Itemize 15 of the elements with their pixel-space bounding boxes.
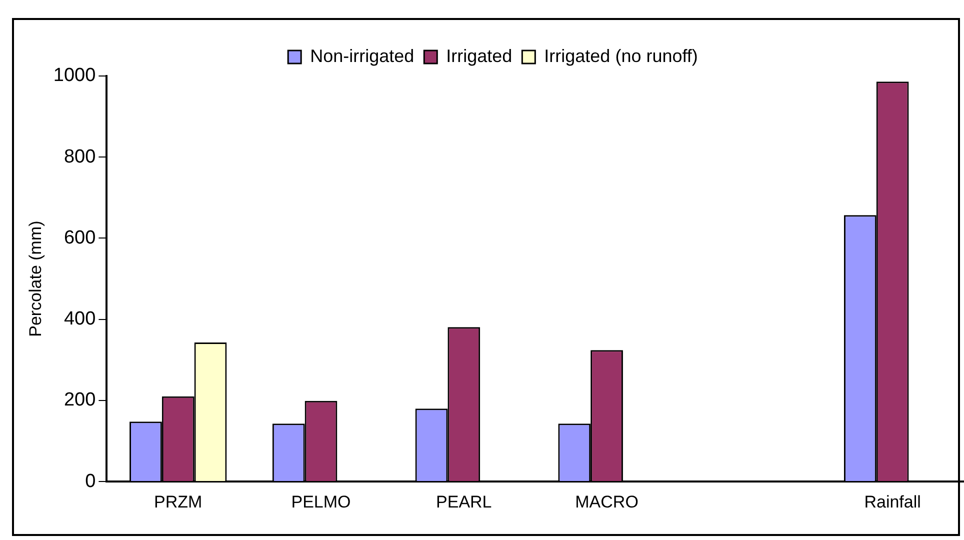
- y-tick-label: 600: [64, 227, 96, 248]
- legend-label: Non-irrigated: [310, 46, 414, 66]
- legend-label: Irrigated (no runoff): [544, 46, 698, 66]
- x-tick-label: Rainfall: [864, 492, 921, 512]
- y-tick-label: 1000: [53, 65, 96, 86]
- y-axis-title: Percolate (mm): [26, 220, 45, 337]
- x-tick-label: PEARL: [436, 492, 492, 512]
- y-tick-label: 0: [85, 470, 96, 492]
- legend-label: Irrigated: [446, 46, 512, 66]
- x-tick-label: PELMO: [291, 492, 351, 512]
- y-tick-label: 800: [64, 146, 96, 168]
- x-tick-label: PRZM: [154, 492, 202, 512]
- x-tick-label: MACRO: [575, 492, 638, 512]
- y-tick-label: 200: [64, 390, 96, 411]
- y-tick-label: 400: [64, 308, 96, 330]
